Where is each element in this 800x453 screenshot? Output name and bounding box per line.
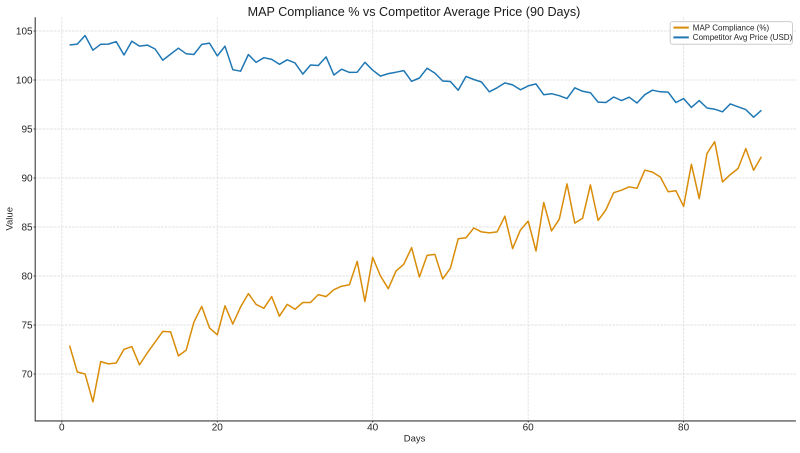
- svg-text:80: 80: [21, 272, 33, 283]
- svg-text:60: 60: [523, 422, 535, 433]
- svg-text:80: 80: [678, 422, 690, 433]
- svg-text:Days: Days: [404, 433, 426, 444]
- svg-text:75: 75: [21, 321, 33, 332]
- svg-text:100: 100: [16, 76, 33, 87]
- svg-text:95: 95: [21, 125, 33, 136]
- svg-text:0: 0: [59, 422, 65, 433]
- svg-text:40: 40: [367, 422, 379, 433]
- svg-text:MAP Compliance % vs Competitor: MAP Compliance % vs Competitor Average P…: [248, 5, 581, 19]
- svg-text:Value: Value: [5, 207, 16, 231]
- svg-text:85: 85: [21, 223, 33, 234]
- svg-text:Competitor Avg Price (USD): Competitor Avg Price (USD): [693, 33, 793, 42]
- svg-text:90: 90: [21, 174, 33, 185]
- svg-text:MAP Compliance (%): MAP Compliance (%): [693, 23, 770, 32]
- svg-text:70: 70: [21, 370, 33, 381]
- svg-text:20: 20: [212, 422, 224, 433]
- svg-text:105: 105: [16, 27, 33, 38]
